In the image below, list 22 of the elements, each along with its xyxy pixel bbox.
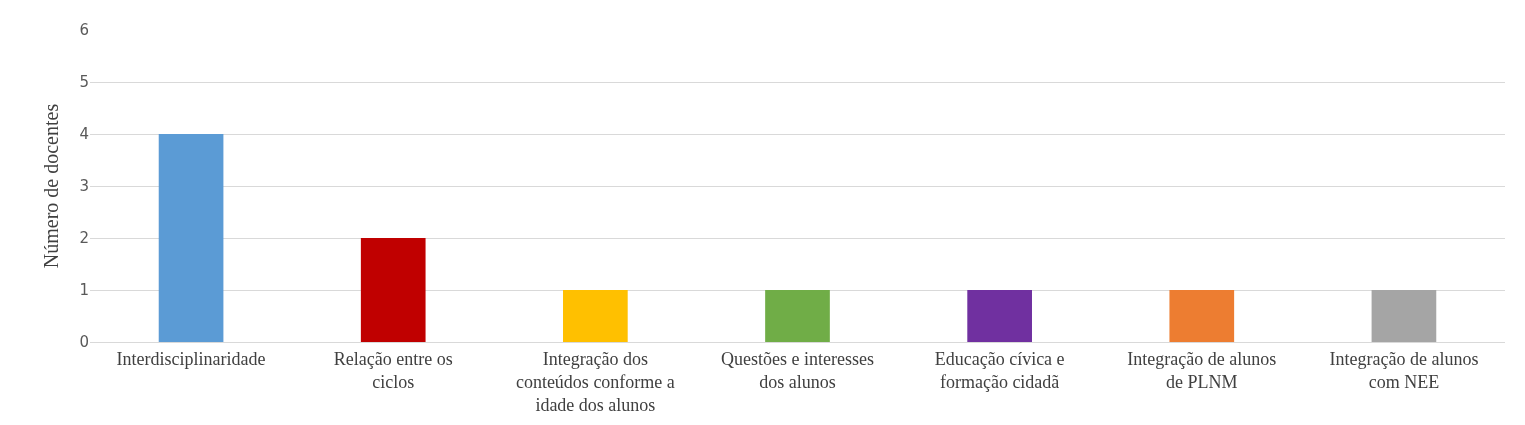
bar <box>563 290 628 342</box>
x-tick-label: Integração de alunos de PLNM <box>1127 348 1277 392</box>
x-tick-label: Relação entre os ciclos <box>333 348 453 392</box>
bar <box>967 290 1032 342</box>
bar <box>1371 290 1437 342</box>
bar <box>765 290 830 342</box>
y-tick-label: 0 <box>79 333 89 352</box>
y-tick-label: 2 <box>79 229 89 248</box>
y-tick-label: 3 <box>79 177 89 196</box>
x-tick-label: Integração dos conteúdos conforme a idade dos alunos <box>515 348 675 416</box>
bar <box>1169 290 1235 342</box>
x-tick-label: Interdisciplinaridade <box>116 348 266 369</box>
x-tick-label: Integração de alunos com NEE <box>1329 348 1479 392</box>
bar <box>158 134 224 342</box>
y-tick-label: 5 <box>79 73 89 92</box>
y-tick-label: 4 <box>79 125 89 144</box>
bar <box>360 238 426 342</box>
x-tick-label: Questões e interesses dos alunos <box>721 348 874 392</box>
x-tick-label: Educação cívica e formação cidadã <box>934 348 1065 392</box>
y-tick-label: 1 <box>79 281 89 300</box>
y-axis-title: Número de docentes <box>39 103 62 269</box>
y-tick-label: 6 <box>79 21 89 40</box>
